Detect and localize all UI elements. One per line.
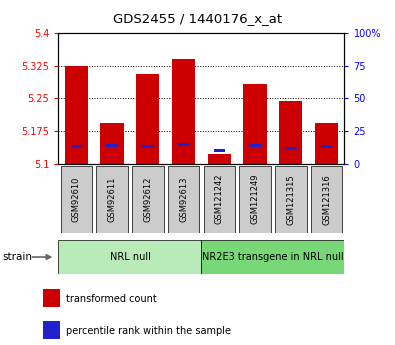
Bar [201, 240, 344, 274]
Bar [214, 149, 225, 152]
Text: GSM121249: GSM121249 [250, 174, 260, 225]
Bar [60, 166, 92, 233]
Bar [65, 67, 88, 164]
Bar [100, 123, 124, 164]
Bar [106, 144, 118, 147]
Bar [168, 166, 199, 233]
Text: strain: strain [2, 252, 32, 262]
Bar [43, 322, 60, 339]
Bar [315, 123, 338, 164]
Bar [285, 147, 297, 150]
Bar [178, 143, 189, 146]
Bar [136, 74, 160, 164]
Text: GSM92612: GSM92612 [143, 177, 152, 222]
Bar [249, 144, 261, 147]
Text: GSM121242: GSM121242 [215, 174, 224, 225]
Text: GDS2455 / 1440176_x_at: GDS2455 / 1440176_x_at [113, 12, 282, 25]
Bar [243, 84, 267, 164]
Bar [96, 166, 128, 233]
Bar [132, 166, 164, 233]
Text: GSM92613: GSM92613 [179, 177, 188, 222]
Bar [279, 101, 303, 164]
Bar [203, 166, 235, 233]
Bar [142, 145, 154, 148]
Text: GSM92610: GSM92610 [72, 177, 81, 222]
Bar [58, 240, 201, 274]
Text: NR2E3 transgene in NRL null: NR2E3 transgene in NRL null [202, 252, 344, 262]
Text: transformed count: transformed count [66, 294, 156, 304]
Bar [71, 145, 82, 148]
Text: GSM121316: GSM121316 [322, 174, 331, 225]
Bar [311, 166, 342, 233]
Bar [275, 166, 307, 233]
Text: GSM92611: GSM92611 [107, 177, 117, 222]
Text: percentile rank within the sample: percentile rank within the sample [66, 326, 231, 336]
Bar [172, 59, 195, 164]
Text: NRL null: NRL null [109, 252, 150, 262]
Bar [321, 145, 332, 148]
Bar [43, 289, 60, 307]
Text: GSM121315: GSM121315 [286, 174, 295, 225]
Bar [208, 154, 231, 164]
Bar [239, 166, 271, 233]
